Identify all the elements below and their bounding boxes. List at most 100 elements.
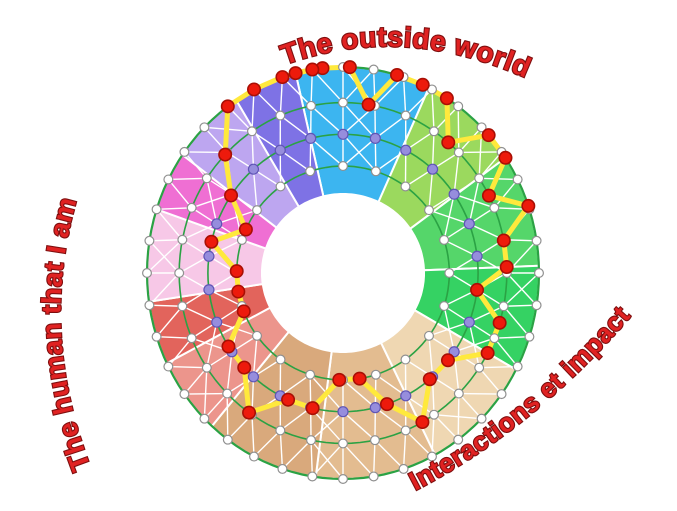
highlight-node[interactable] <box>220 99 235 114</box>
white-node[interactable] <box>524 331 535 342</box>
purple-node[interactable] <box>337 406 349 418</box>
white-node[interactable] <box>453 101 464 112</box>
white-node[interactable] <box>398 463 409 474</box>
white-node[interactable] <box>307 471 318 482</box>
highlight-node[interactable] <box>221 339 236 354</box>
white-node[interactable] <box>222 434 233 445</box>
highlight-node[interactable] <box>498 150 513 165</box>
purple-node[interactable] <box>463 218 475 230</box>
purple-node[interactable] <box>247 163 260 175</box>
purple-node[interactable] <box>400 144 412 156</box>
white-node[interactable] <box>369 435 380 446</box>
highlight-node[interactable] <box>247 82 262 97</box>
white-node[interactable] <box>476 413 487 424</box>
highlight-node[interactable] <box>275 70 290 85</box>
white-node[interactable] <box>177 301 188 312</box>
white-node[interactable] <box>163 361 174 372</box>
purple-node[interactable] <box>337 128 349 140</box>
white-node[interactable] <box>277 463 288 474</box>
white-node[interactable] <box>400 181 411 192</box>
highlight-node[interactable] <box>218 147 233 162</box>
white-node[interactable] <box>144 300 155 311</box>
white-node[interactable] <box>439 301 450 312</box>
white-node[interactable] <box>338 474 349 485</box>
purple-node[interactable] <box>426 163 439 175</box>
highlight-node[interactable] <box>496 233 511 248</box>
white-node[interactable] <box>338 161 349 172</box>
highlight-node[interactable] <box>441 135 456 150</box>
white-node[interactable] <box>144 235 155 246</box>
white-node[interactable] <box>338 438 349 449</box>
white-node[interactable] <box>174 268 185 279</box>
highlight-node[interactable] <box>361 97 376 112</box>
purple-node[interactable] <box>471 250 483 262</box>
purple-node[interactable] <box>203 284 215 296</box>
white-node[interactable] <box>370 369 381 380</box>
white-node[interactable] <box>512 174 523 185</box>
white-node[interactable] <box>186 333 197 344</box>
white-node[interactable] <box>512 361 523 372</box>
highlight-node[interactable] <box>342 60 357 75</box>
white-node[interactable] <box>275 110 286 121</box>
white-node[interactable] <box>201 362 212 373</box>
white-node[interactable] <box>222 388 233 399</box>
white-node[interactable] <box>275 354 286 365</box>
highlight-node[interactable] <box>439 91 454 106</box>
purple-node[interactable] <box>211 316 223 328</box>
purple-node[interactable] <box>463 316 475 328</box>
white-node[interactable] <box>246 126 257 137</box>
white-node[interactable] <box>275 425 286 436</box>
white-node[interactable] <box>177 234 188 245</box>
white-node[interactable] <box>199 413 210 424</box>
highlight-node[interactable] <box>481 188 496 203</box>
white-node[interactable] <box>163 174 174 185</box>
highlight-node[interactable] <box>422 372 437 387</box>
highlight-node[interactable] <box>236 304 251 319</box>
white-node[interactable] <box>368 64 379 75</box>
highlight-node[interactable] <box>224 188 239 203</box>
purple-node[interactable] <box>305 132 317 144</box>
white-node[interactable] <box>305 369 316 380</box>
white-node[interactable] <box>400 354 411 365</box>
highlight-node[interactable] <box>492 315 507 330</box>
purple-node[interactable] <box>369 132 381 144</box>
highlight-node[interactable] <box>229 264 244 279</box>
highlight-node[interactable] <box>305 401 320 416</box>
highlight-node[interactable] <box>470 282 485 297</box>
highlight-node[interactable] <box>499 260 514 275</box>
white-node[interactable] <box>201 173 212 184</box>
highlight-node[interactable] <box>305 62 320 77</box>
white-node[interactable] <box>252 205 263 216</box>
highlight-node[interactable] <box>390 67 405 82</box>
highlight-node[interactable] <box>288 66 303 81</box>
highlight-node[interactable] <box>415 415 430 430</box>
white-node[interactable] <box>423 330 434 341</box>
highlight-node[interactable] <box>415 77 430 92</box>
white-node[interactable] <box>429 126 440 137</box>
white-node[interactable] <box>533 268 544 279</box>
white-node[interactable] <box>151 204 162 215</box>
highlight-node[interactable] <box>237 360 252 375</box>
white-node[interactable] <box>236 234 247 245</box>
white-node[interactable] <box>474 362 485 373</box>
white-node[interactable] <box>338 97 349 108</box>
highlight-node[interactable] <box>379 397 394 412</box>
purple-node[interactable] <box>203 250 215 262</box>
highlight-node[interactable] <box>238 222 253 237</box>
white-node[interactable] <box>498 301 509 312</box>
white-node[interactable] <box>531 300 542 311</box>
purple-node[interactable] <box>247 371 260 383</box>
white-node[interactable] <box>179 389 190 400</box>
purple-node[interactable] <box>274 144 286 156</box>
white-node[interactable] <box>439 234 450 245</box>
white-node[interactable] <box>370 166 381 177</box>
highlight-node[interactable] <box>332 372 347 387</box>
white-node[interactable] <box>474 173 485 184</box>
white-node[interactable] <box>531 235 542 246</box>
white-node[interactable] <box>151 331 162 342</box>
highlight-node[interactable] <box>281 392 296 407</box>
highlight-node[interactable] <box>352 371 367 386</box>
white-node[interactable] <box>453 147 464 158</box>
purple-node[interactable] <box>369 402 381 414</box>
white-node[interactable] <box>142 268 153 279</box>
